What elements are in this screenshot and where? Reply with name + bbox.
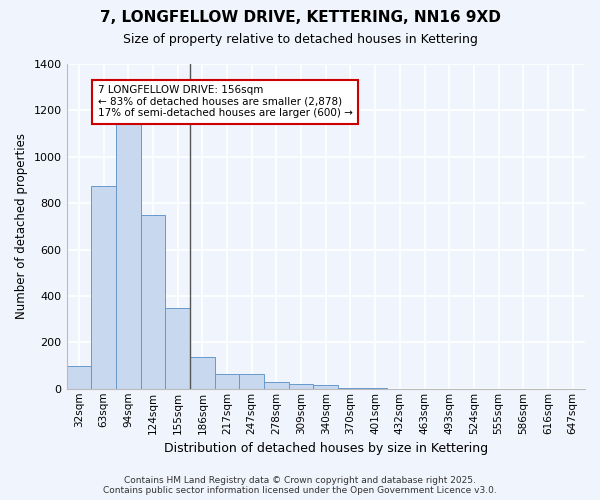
Text: Contains HM Land Registry data © Crown copyright and database right 2025.
Contai: Contains HM Land Registry data © Crown c… [103, 476, 497, 495]
Bar [264, 382, 289, 389]
X-axis label: Distribution of detached houses by size in Kettering: Distribution of detached houses by size … [164, 442, 488, 455]
Bar [165, 308, 190, 389]
Bar [91, 186, 116, 389]
Bar [239, 374, 264, 389]
Bar [338, 388, 363, 389]
Text: 7, LONGFELLOW DRIVE, KETTERING, NN16 9XD: 7, LONGFELLOW DRIVE, KETTERING, NN16 9XD [100, 10, 500, 25]
Bar [363, 388, 388, 389]
Bar [289, 384, 313, 389]
Text: 7 LONGFELLOW DRIVE: 156sqm
← 83% of detached houses are smaller (2,878)
17% of s: 7 LONGFELLOW DRIVE: 156sqm ← 83% of deta… [98, 85, 353, 118]
Y-axis label: Number of detached properties: Number of detached properties [15, 134, 28, 320]
Text: Size of property relative to detached houses in Kettering: Size of property relative to detached ho… [122, 32, 478, 46]
Bar [313, 386, 338, 389]
Bar [140, 215, 165, 389]
Bar [190, 358, 215, 389]
Bar [215, 374, 239, 389]
Bar [116, 120, 140, 389]
Bar [67, 366, 91, 389]
